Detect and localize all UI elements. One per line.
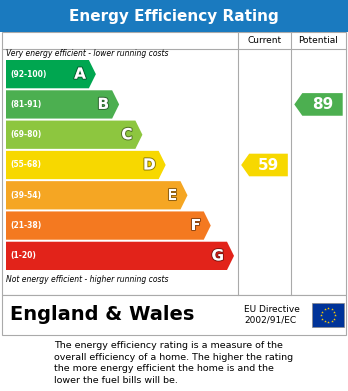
Text: (69-80): (69-80) bbox=[10, 130, 41, 139]
Text: B: B bbox=[97, 97, 109, 112]
Bar bbox=[2, 32, 346, 295]
Polygon shape bbox=[241, 154, 288, 176]
Text: Not energy efficient - higher running costs: Not energy efficient - higher running co… bbox=[6, 276, 168, 285]
Text: (39-54): (39-54) bbox=[10, 191, 41, 200]
Text: England & Wales: England & Wales bbox=[10, 305, 195, 325]
Polygon shape bbox=[6, 90, 119, 118]
Bar bbox=[312, 303, 344, 327]
Text: Potential: Potential bbox=[299, 36, 339, 45]
Polygon shape bbox=[6, 181, 188, 210]
Text: Energy Efficiency Rating: Energy Efficiency Rating bbox=[69, 9, 279, 23]
Text: C: C bbox=[121, 127, 132, 142]
Text: F: F bbox=[190, 218, 201, 233]
Text: (1-20): (1-20) bbox=[10, 251, 36, 260]
Text: (81-91): (81-91) bbox=[10, 100, 41, 109]
Text: 89: 89 bbox=[312, 97, 333, 112]
Polygon shape bbox=[6, 60, 96, 88]
Text: (55-68): (55-68) bbox=[10, 160, 41, 170]
Text: Current: Current bbox=[247, 36, 282, 45]
Polygon shape bbox=[6, 242, 234, 270]
Text: D: D bbox=[143, 158, 156, 172]
Bar bbox=[2, 295, 346, 335]
Polygon shape bbox=[294, 93, 343, 116]
Text: (92-100): (92-100) bbox=[10, 70, 46, 79]
Text: (21-38): (21-38) bbox=[10, 221, 41, 230]
Text: G: G bbox=[212, 248, 224, 264]
Polygon shape bbox=[0, 0, 348, 32]
Text: A: A bbox=[74, 66, 86, 82]
Text: Very energy efficient - lower running costs: Very energy efficient - lower running co… bbox=[6, 50, 168, 59]
Polygon shape bbox=[6, 212, 211, 240]
Polygon shape bbox=[6, 120, 142, 149]
Text: E: E bbox=[167, 188, 177, 203]
Text: The energy efficiency rating is a measure of the
overall efficiency of a home. T: The energy efficiency rating is a measur… bbox=[54, 341, 294, 385]
Text: EU Directive: EU Directive bbox=[244, 305, 300, 314]
Polygon shape bbox=[6, 151, 166, 179]
Text: 59: 59 bbox=[258, 158, 279, 172]
Text: 2002/91/EC: 2002/91/EC bbox=[244, 316, 296, 325]
